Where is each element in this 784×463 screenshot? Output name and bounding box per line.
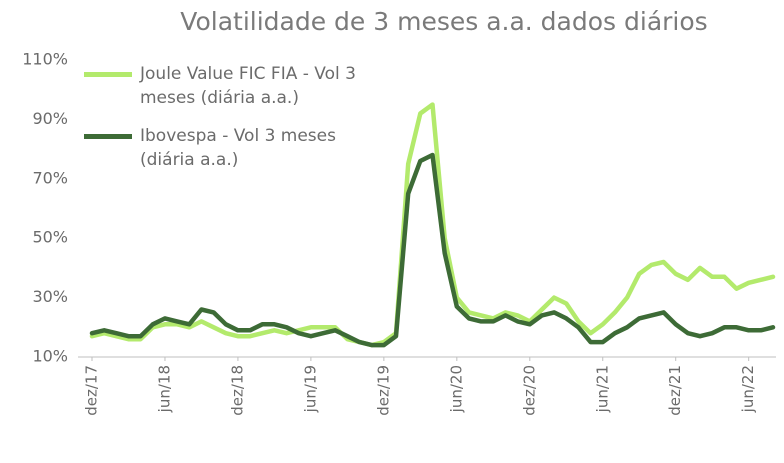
legend-label: Joule Value FIC FIA - Vol 3 meses (diári…	[140, 64, 356, 108]
y-tick-label: 70%	[32, 168, 68, 187]
x-tick-label: jun/20	[447, 365, 465, 413]
x-tick-label: dez/19	[374, 365, 392, 416]
series-line	[89, 152, 776, 348]
legend-item: Joule Value FIC FIA - Vol 3 meses (diári…	[84, 62, 370, 110]
legend-swatch	[84, 72, 132, 77]
chart-title: Volatilidade de 3 meses a.a. dados diári…	[180, 7, 707, 36]
legend-swatch	[84, 134, 132, 139]
x-tick-label: dez/20	[520, 365, 538, 416]
y-tick-label: 110%	[22, 50, 68, 69]
legend: Joule Value FIC FIA - Vol 3 meses (diári…	[84, 62, 384, 186]
y-tick-label: 30%	[32, 287, 68, 306]
x-tick-label: jun/19	[301, 365, 319, 413]
x-tick-label: dez/21	[666, 365, 684, 416]
x-tick-label: jun/22	[739, 365, 757, 413]
x-tick-label: dez/17	[83, 365, 101, 416]
series-line	[89, 102, 776, 348]
x-tick-label: jun/18	[155, 365, 173, 413]
x-tick-label: jun/21	[593, 365, 611, 413]
legend-item: Ibovespa - Vol 3 meses (diária a.a.)	[84, 124, 370, 172]
y-tick-label: 50%	[32, 228, 68, 247]
y-tick-label: 90%	[32, 109, 68, 128]
legend-label: Ibovespa - Vol 3 meses (diária a.a.)	[140, 126, 336, 170]
y-tick-label: 10%	[32, 347, 68, 366]
x-tick-label: dez/18	[228, 365, 246, 416]
